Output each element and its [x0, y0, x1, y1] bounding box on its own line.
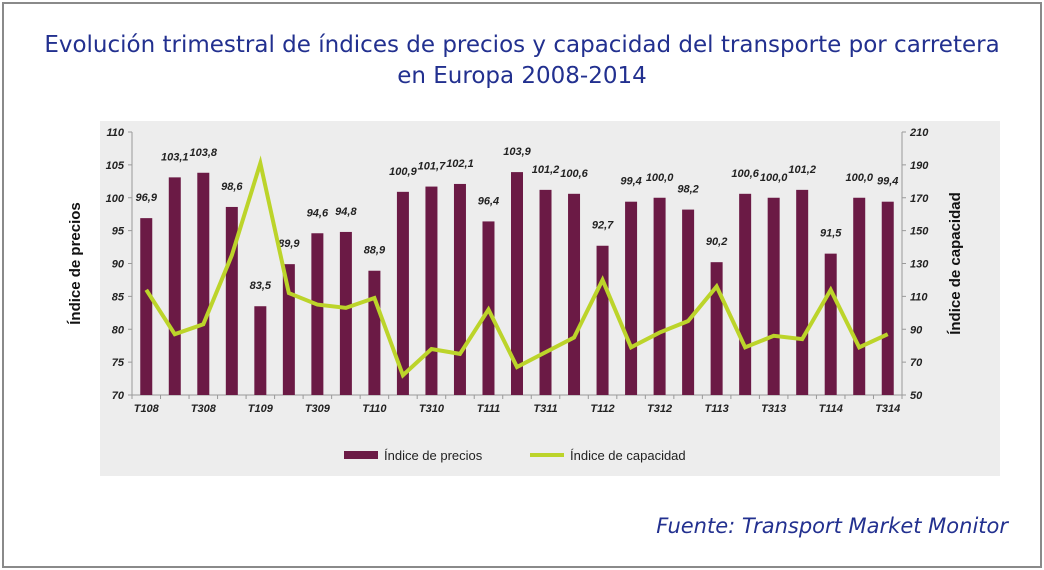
- price-bar: [625, 201, 638, 395]
- price-bar: [225, 206, 238, 395]
- price-bar-label: 100,6: [560, 168, 588, 180]
- price-bar: [140, 218, 153, 395]
- x-tick-label: T312: [647, 403, 672, 415]
- title-line-2: en Europa 2008-2014: [397, 63, 647, 89]
- y-tick-label: 105: [106, 160, 125, 172]
- y2-tick-label: 50: [910, 390, 923, 402]
- page-title: Evolución trimestral de índices de preci…: [0, 30, 1044, 92]
- x-tick-label: T309: [305, 403, 331, 415]
- price-bar-label: 94,8: [335, 206, 357, 218]
- price-bar-label: 100,0: [845, 172, 873, 184]
- y2-tick-label: 90: [910, 324, 923, 336]
- x-tick-label: T308: [191, 403, 217, 415]
- y2-tick-label: 130: [910, 259, 929, 271]
- price-bar-label: 83,5: [250, 280, 272, 292]
- price-bar-label: 100,0: [760, 172, 788, 184]
- price-bar: [425, 186, 438, 395]
- y2-tick-label: 210: [909, 127, 929, 139]
- price-bar: [368, 270, 381, 395]
- y2-tick-label: 190: [910, 160, 929, 172]
- price-bar-label: 100,9: [389, 166, 417, 178]
- y-axis-title: Índice de precios: [67, 202, 84, 325]
- y2-tick-label: 170: [910, 193, 929, 205]
- y-tick-label: 110: [106, 127, 124, 139]
- price-bar-label: 101,2: [788, 164, 816, 176]
- legend-swatch-precios: [344, 451, 378, 459]
- price-bar: [396, 191, 409, 395]
- price-bar-label: 103,8: [190, 147, 218, 159]
- x-tick-label: T113: [704, 403, 728, 415]
- price-bar: [682, 209, 695, 395]
- source-note: Fuente: Transport Market Monitor: [656, 514, 1008, 538]
- y-tick-label: 95: [112, 226, 125, 238]
- price-bar-label: 100,6: [731, 168, 759, 180]
- y2-tick-label: 70: [910, 357, 923, 369]
- price-bar: [596, 245, 609, 395]
- price-bar: [282, 264, 295, 395]
- price-bar-label: 89,9: [278, 238, 300, 250]
- y-tick-label: 100: [106, 193, 125, 205]
- price-bar-label: 94,6: [307, 207, 329, 219]
- price-bar: [824, 253, 837, 395]
- x-tick-label: T112: [590, 403, 614, 415]
- price-bar: [568, 193, 581, 395]
- price-bar: [511, 172, 523, 395]
- price-bar-label: 96,4: [478, 195, 499, 207]
- price-bar-label: 98,2: [677, 184, 698, 196]
- price-bar: [739, 193, 752, 395]
- price-bar: [197, 172, 210, 395]
- x-tick-label: T108: [134, 403, 160, 415]
- price-bar-label: 96,9: [136, 192, 158, 204]
- y2-tick-label: 110: [910, 291, 928, 303]
- title-line-1: Evolución trimestral de índices de preci…: [44, 32, 1000, 58]
- y-tick-label: 80: [112, 324, 125, 336]
- price-bar: [311, 233, 324, 395]
- y2-axis-title: Índice de capacidad: [947, 192, 964, 335]
- price-bar-label: 99,4: [877, 176, 898, 188]
- x-tick-label: T310: [419, 403, 445, 415]
- x-tick-label: T114: [819, 403, 843, 415]
- x-tick-label: T311: [533, 403, 557, 415]
- price-bar-label: 92,7: [592, 220, 614, 232]
- price-bar-label: 100,0: [646, 172, 674, 184]
- price-bar-label: 91,5: [820, 228, 842, 240]
- price-bar: [453, 183, 466, 395]
- price-bar: [254, 306, 267, 395]
- price-bar-label: 99,4: [620, 176, 641, 188]
- price-bar: [168, 177, 181, 395]
- y-tick-label: 85: [112, 291, 125, 303]
- price-bar: [767, 197, 780, 395]
- price-bar-label: 88,9: [364, 245, 386, 257]
- legend-label-capacidad: Índice de capacidad: [570, 448, 686, 463]
- x-tick-label: T110: [362, 403, 387, 415]
- price-bar-label: 90,2: [706, 236, 727, 248]
- price-bar-label: 103,9: [503, 146, 531, 158]
- price-bar: [853, 197, 866, 395]
- price-bar-label: 101,7: [418, 161, 446, 173]
- price-bar-label: 102,1: [446, 158, 474, 170]
- price-bar-label: 98,6: [221, 181, 243, 193]
- price-bar: [710, 262, 723, 395]
- price-bar-label: 101,2: [532, 164, 560, 176]
- price-bar-label: 103,1: [161, 151, 189, 163]
- legend-label-precios: Índice de precios: [384, 448, 483, 463]
- y-tick-label: 75: [112, 357, 125, 369]
- y-tick-label: 70: [112, 390, 125, 402]
- x-tick-label: T109: [248, 403, 274, 415]
- price-bar: [653, 197, 666, 395]
- price-bar: [881, 201, 894, 395]
- x-tick-label: T313: [761, 403, 786, 415]
- price-bar: [339, 231, 352, 395]
- x-tick-label: T314: [875, 403, 900, 415]
- price-bar: [539, 189, 552, 395]
- y2-tick-label: 150: [910, 226, 929, 238]
- price-bar: [796, 189, 809, 395]
- y-tick-label: 90: [112, 259, 125, 271]
- x-tick-label: T111: [477, 403, 500, 415]
